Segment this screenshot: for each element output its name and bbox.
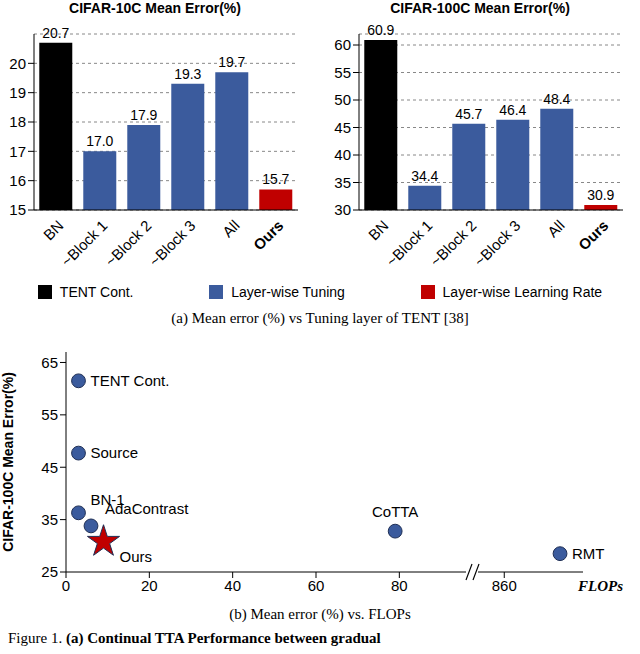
svg-text:25: 25 <box>41 563 58 580</box>
svg-text:AdaContrast: AdaContrast <box>105 500 189 517</box>
svg-text:16: 16 <box>9 172 26 189</box>
svg-text:40: 40 <box>334 146 351 163</box>
svg-text:BN: BN <box>40 217 67 244</box>
svg-text:RMT: RMT <box>572 545 605 562</box>
svg-text:15: 15 <box>9 201 26 218</box>
svg-text:Ours: Ours <box>575 217 612 254</box>
svg-text:Source: Source <box>91 444 139 461</box>
svg-text:45.7: 45.7 <box>455 106 482 122</box>
svg-text:18: 18 <box>9 113 26 130</box>
svg-text:Ours: Ours <box>250 217 287 254</box>
svg-text:~Block 1: ~Block 1 <box>58 217 111 270</box>
svg-text:45: 45 <box>334 119 351 136</box>
svg-text:65: 65 <box>41 354 58 371</box>
html-text:Layer-wise Tuning: Layer-wise Tuning <box>231 284 345 300</box>
svg-text:19: 19 <box>9 84 26 101</box>
svg-text:46.4: 46.4 <box>499 102 526 118</box>
svg-text:80: 80 <box>391 577 408 594</box>
html-text:TENT Cont.: TENT Cont. <box>59 284 134 300</box>
svg-text:60.9: 60.9 <box>367 22 394 38</box>
html-text:(b) Mean error (%) vs. FLOPs: (b) Mean error (%) vs. FLOPs <box>229 606 411 622</box>
html-text:Figure 1. (a) Continual TTA Pe: Figure 1. (a) Continual TTA Performance … <box>8 630 381 646</box>
svg-text:~Block 2: ~Block 2 <box>427 217 480 270</box>
svg-text:20.7: 20.7 <box>42 25 69 41</box>
svg-text:~Block 2: ~Block 2 <box>102 217 155 270</box>
svg-text:60: 60 <box>334 36 351 53</box>
svg-text:30: 30 <box>334 201 351 218</box>
html-text:FLOPs: FLOPs <box>578 578 623 594</box>
svg-text:55: 55 <box>334 64 351 81</box>
svg-text:55: 55 <box>41 406 58 423</box>
svg-text:19.3: 19.3 <box>174 66 201 82</box>
svg-text:17.9: 17.9 <box>130 107 157 123</box>
svg-text:BN: BN <box>365 217 392 244</box>
svg-text:20: 20 <box>141 577 158 594</box>
svg-text:45: 45 <box>41 459 58 476</box>
svg-text:CoTTA: CoTTA <box>372 503 418 520</box>
svg-text:0: 0 <box>62 577 70 594</box>
svg-text:17.0: 17.0 <box>86 133 113 149</box>
svg-text:Ours: Ours <box>120 548 153 565</box>
svg-text:34.4: 34.4 <box>411 168 438 184</box>
svg-text:TENT Cont.: TENT Cont. <box>91 372 170 389</box>
svg-text:40: 40 <box>224 577 241 594</box>
svg-text:All: All <box>544 217 568 241</box>
html-text:Layer-wise Learning Rate: Layer-wise Learning Rate <box>442 284 603 300</box>
html-text:CIFAR-10C Mean Error(%): CIFAR-10C Mean Error(%) <box>69 0 241 16</box>
svg-text:~Block 1: ~Block 1 <box>383 217 436 270</box>
svg-text:CIFAR-100C Mean Error(%): CIFAR-100C Mean Error(%) <box>8 372 16 552</box>
svg-text:15.7: 15.7 <box>262 171 289 187</box>
svg-text:All: All <box>219 217 243 241</box>
svg-text:~Block 3: ~Block 3 <box>146 217 199 270</box>
svg-text:60: 60 <box>308 577 325 594</box>
svg-text:860: 860 <box>492 577 517 594</box>
svg-text:30.9: 30.9 <box>587 187 614 203</box>
html-text:(a) Mean error (%) vs Tuning l: (a) Mean error (%) vs Tuning layer of TE… <box>171 310 469 326</box>
svg-text:20: 20 <box>9 55 26 72</box>
svg-text:17: 17 <box>9 143 26 160</box>
svg-text:35: 35 <box>334 174 351 191</box>
svg-text:50: 50 <box>334 91 351 108</box>
html-text:CIFAR-100C Mean Error(%): CIFAR-100C Mean Error(%) <box>390 0 570 16</box>
svg-text:19.7: 19.7 <box>218 54 245 70</box>
svg-text:~Block 3: ~Block 3 <box>471 217 524 270</box>
svg-text:48.4: 48.4 <box>543 91 570 107</box>
svg-text:35: 35 <box>41 511 58 528</box>
